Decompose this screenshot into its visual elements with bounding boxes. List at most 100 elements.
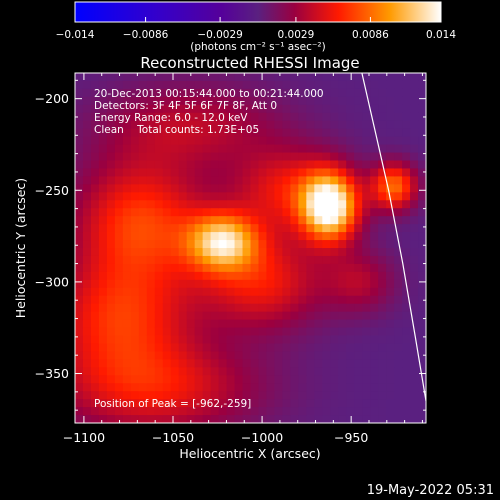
heatmap-pixel [162, 200, 172, 209]
heatmap-pixel [218, 200, 228, 209]
heatmap-pixel [418, 391, 426, 400]
heatmap-pixel [202, 327, 212, 337]
heatmap-pixel [346, 168, 355, 177]
heatmap-pixel [370, 351, 379, 360]
heatmap-pixel [314, 335, 323, 345]
heatmap-pixel [170, 88, 180, 98]
heatmap-pixel [410, 216, 419, 225]
heatmap-pixel [210, 407, 220, 416]
heatmap-pixel [322, 224, 331, 233]
heatmap-pixel [274, 311, 284, 321]
heatmap-pixel [138, 335, 148, 345]
heatmap-pixel [106, 311, 116, 321]
heatmap-pixel [194, 327, 204, 337]
heatmap-pixel [362, 271, 371, 281]
heatmap-pixel [370, 295, 379, 305]
heatmap-pixel [394, 168, 403, 177]
heatmap-pixel [394, 80, 403, 90]
heatmap-pixel [178, 271, 188, 281]
heatmap-pixel [330, 168, 339, 177]
heatmap-pixel [178, 96, 188, 106]
heatmap-pixel [258, 208, 268, 217]
heatmap-pixel [178, 399, 188, 408]
heatmap-pixel [186, 88, 196, 98]
heatmap-pixel [258, 343, 268, 352]
heatmap-pixel [218, 303, 228, 313]
heatmap-pixel [378, 96, 387, 106]
heatmap-pixel [162, 73, 172, 82]
heatmap-pixel [122, 287, 132, 297]
heatmap-pixel [378, 200, 387, 209]
heatmap-pixel [138, 399, 148, 408]
heatmap-pixel [226, 168, 236, 177]
heatmap-pixel [274, 303, 284, 313]
heatmap-pixel [362, 152, 371, 162]
heatmap-pixel [226, 303, 236, 313]
heatmap-pixel [162, 295, 172, 305]
heatmap-pixel [266, 184, 276, 193]
heatmap-pixel [338, 287, 347, 297]
heatmap-pixel [170, 263, 180, 273]
heatmap-pixel [162, 399, 172, 408]
heatmap-pixel [354, 271, 363, 281]
heatmap-pixel [258, 248, 268, 257]
heatmap-pixel [178, 104, 188, 114]
heatmap-pixel [338, 407, 347, 416]
heatmap-pixel [122, 375, 132, 384]
heatmap-pixel [386, 152, 395, 162]
heatmap-pixel [338, 248, 347, 257]
heatmap-pixel [162, 319, 172, 329]
heatmap-pixel [306, 200, 315, 209]
heatmap-pixel [82, 319, 92, 329]
heatmap-pixel [306, 391, 315, 400]
heatmap-pixel [210, 216, 220, 225]
heatmap-pixel [354, 88, 363, 98]
heatmap-pixel [194, 192, 204, 201]
heatmap-pixel [138, 415, 148, 423]
y-tick-label: −300 [35, 274, 69, 289]
heatmap-pixel [338, 311, 347, 321]
heatmap-pixel [138, 160, 148, 170]
heatmap-pixel [218, 375, 228, 384]
heatmap-pixel [290, 184, 299, 193]
heatmap-pixel [362, 128, 371, 138]
heatmap-pixel [154, 351, 164, 360]
heatmap-pixel [82, 295, 92, 305]
heatmap-pixel [410, 104, 419, 114]
heatmap-pixel [290, 144, 299, 154]
heatmap-pixel [90, 415, 100, 423]
heatmap-pixel [242, 152, 252, 162]
heatmap-pixel [202, 399, 212, 408]
heatmap-pixel [90, 128, 100, 138]
heatmap-pixel [138, 319, 148, 329]
heatmap-pixel [258, 128, 268, 138]
heatmap-pixel [306, 232, 315, 241]
heatmap-pixel [178, 319, 188, 329]
heatmap-pixel [75, 255, 84, 265]
heatmap-pixel [330, 295, 339, 305]
heatmap-pixel [402, 112, 411, 122]
heatmap-pixel [154, 80, 164, 90]
heatmap-pixel [386, 112, 395, 122]
heatmap-pixel [322, 184, 331, 193]
heatmap-pixel [266, 351, 276, 360]
heatmap-pixel [250, 168, 260, 177]
heatmap-pixel [386, 327, 395, 337]
heatmap-pixel [330, 200, 339, 209]
heatmap-pixel [194, 279, 204, 289]
heatmap-pixel [290, 255, 299, 265]
heatmap-pixel [234, 383, 244, 392]
heatmap-pixel [202, 232, 212, 241]
heatmap-pixel [298, 96, 307, 106]
heatmap-pixel [362, 311, 371, 321]
heatmap-pixel [314, 120, 323, 130]
heatmap-pixel [226, 152, 236, 162]
heatmap-pixel [274, 343, 284, 352]
heatmap-pixel [410, 136, 419, 146]
heatmap-pixel [98, 335, 108, 345]
heatmap-pixel [242, 73, 252, 82]
heatmap-pixel [282, 295, 291, 305]
heatmap-pixel [266, 176, 276, 185]
heatmap-pixel [130, 216, 140, 225]
heatmap-pixel [250, 232, 260, 241]
